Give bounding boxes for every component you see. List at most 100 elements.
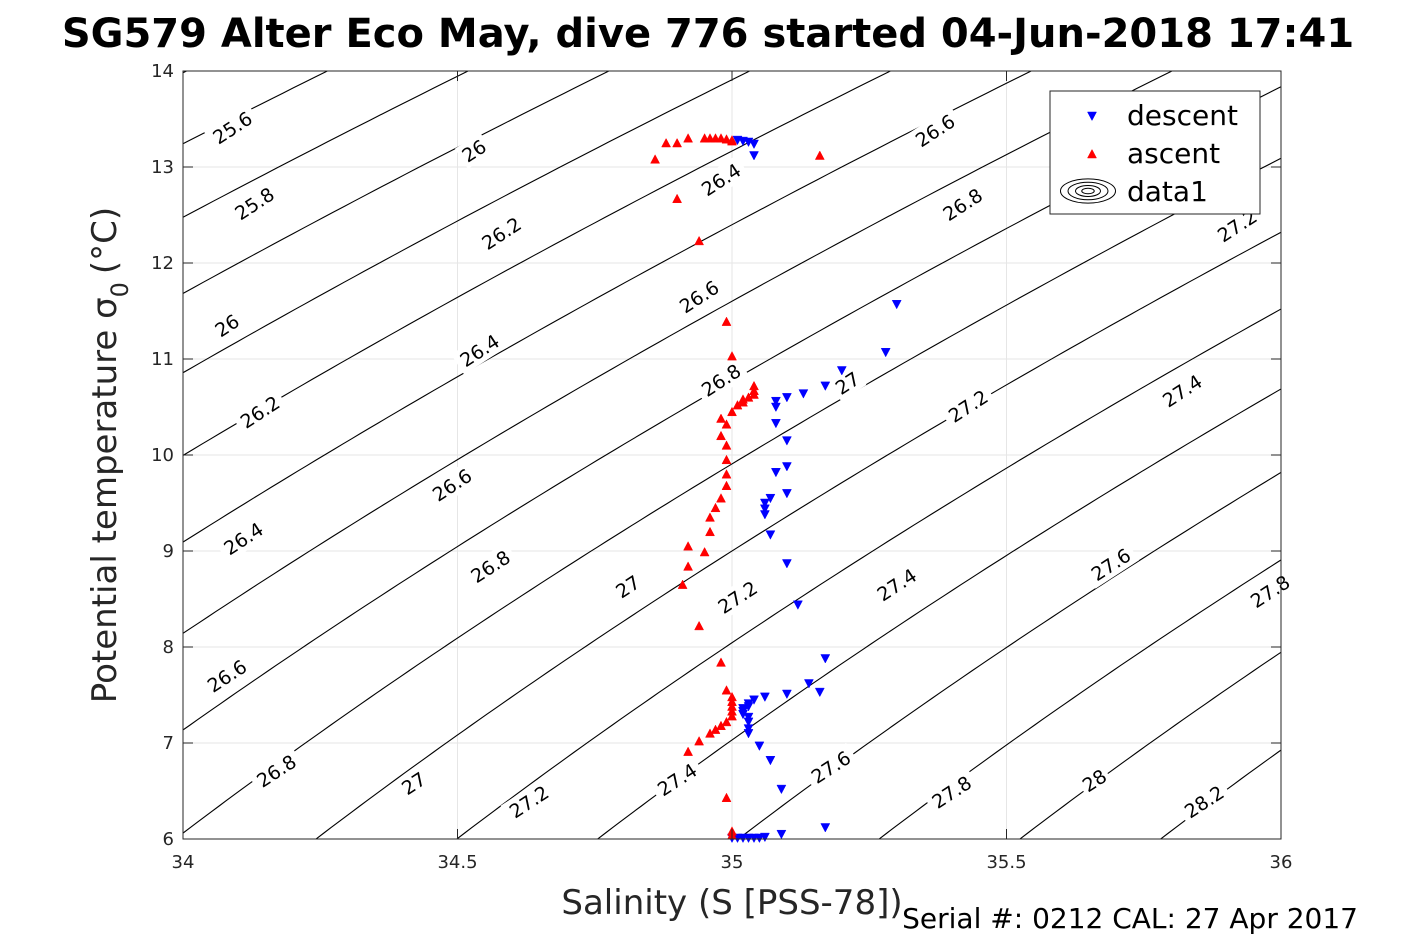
point-ascent <box>727 406 737 417</box>
point-ascent <box>727 701 737 711</box>
point-descent <box>770 419 781 429</box>
contour-line <box>183 71 1033 543</box>
point-descent <box>765 530 776 540</box>
point-descent <box>803 679 814 689</box>
point-ascent <box>683 133 694 143</box>
contour-label-bg <box>454 132 494 169</box>
x-tick-label: 34 <box>172 852 195 873</box>
contour-label-bg <box>215 514 272 563</box>
point-ascent <box>650 154 661 164</box>
contour-line <box>183 71 470 218</box>
point-ascent <box>727 691 737 702</box>
point-ascent <box>727 351 737 361</box>
contour-label-bg <box>394 765 433 802</box>
point-ascent <box>727 696 737 706</box>
point-ascent <box>721 792 732 802</box>
point-ascent <box>694 235 705 246</box>
point-ascent <box>683 561 694 571</box>
point-descent <box>738 136 748 147</box>
point-ascent <box>683 541 694 551</box>
point-descent <box>770 402 781 413</box>
point-descent <box>743 724 754 734</box>
point-descent <box>820 381 831 391</box>
axis-ticks: 34 34.5 35 35.5 36 6 7 8 9 10 11 12 13 14 <box>151 61 1292 873</box>
point-descent <box>781 393 792 403</box>
point-ascent <box>699 546 710 557</box>
point-ascent <box>716 493 726 503</box>
contour-label-bg <box>608 568 647 605</box>
y-tick-label: 9 <box>163 541 174 562</box>
point-ascent <box>749 380 759 391</box>
point-descent <box>814 687 825 698</box>
point-descent <box>765 493 776 504</box>
legend-marker-ascent <box>1087 148 1097 159</box>
point-descent <box>770 468 781 478</box>
y-axis-label-main: Potential temperature σ <box>85 297 125 703</box>
point-ascent <box>721 134 732 144</box>
x-tick-label: 34.5 <box>437 852 477 873</box>
x-axis-label: Salinity (S [PSS-78]) <box>561 883 902 923</box>
point-ascent <box>694 620 705 631</box>
contour-label-bg <box>692 355 750 405</box>
contour-label-bg <box>451 326 508 375</box>
y-axis-label-subscript: 0 <box>106 282 134 297</box>
contour-line <box>183 71 611 295</box>
contour-label-bg <box>1175 777 1233 826</box>
point-descent <box>891 300 902 310</box>
point-descent <box>759 692 770 702</box>
contour-line <box>0 23 3 887</box>
point-descent <box>765 756 776 766</box>
contour-label-bg <box>906 106 964 155</box>
point-ascent <box>716 133 726 143</box>
contour-label-bg <box>1082 540 1140 589</box>
legend-marker-contour <box>1060 178 1116 204</box>
contour-label-bg <box>709 572 766 622</box>
contour-label-bg <box>226 179 283 228</box>
point-descent <box>743 712 754 723</box>
contour-label-bg <box>423 460 481 510</box>
legend-marker-contour <box>1081 187 1095 195</box>
x-tick-label: 36 <box>1270 852 1293 873</box>
point-descent <box>781 559 792 569</box>
contour-label-bg <box>934 180 991 229</box>
point-descent <box>836 366 847 376</box>
contour-line <box>455 308 1281 839</box>
legend-marker-contour <box>1067 181 1109 201</box>
contour-label-bg <box>648 755 706 804</box>
contour-line <box>596 388 1281 839</box>
contour-line <box>1019 651 1281 839</box>
point-descent <box>754 741 765 751</box>
y-tick-label: 6 <box>163 829 174 850</box>
point-ascent <box>721 440 732 450</box>
y-tick-label: 8 <box>163 637 174 658</box>
point-descent <box>743 717 754 727</box>
point-ascent <box>672 193 683 203</box>
legend: descent ascent data1 <box>1049 90 1261 215</box>
point-descent <box>798 389 809 399</box>
y-tick-label: 10 <box>151 445 174 466</box>
y-tick-label: 7 <box>163 733 174 754</box>
y-tick-label: 11 <box>151 349 174 370</box>
point-descent <box>759 510 770 520</box>
legend-label-descent: descent <box>1127 99 1238 132</box>
contour-label-bg <box>1075 762 1114 799</box>
point-descent <box>880 348 891 358</box>
point-descent <box>776 829 787 840</box>
point-ascent <box>661 137 672 148</box>
contour-label-bg <box>923 767 980 817</box>
point-descent <box>781 436 792 446</box>
contour-label-bg <box>692 155 750 204</box>
point-ascent <box>727 711 737 721</box>
point-ascent <box>705 526 715 537</box>
point-descent <box>743 729 754 739</box>
point-descent <box>749 151 759 161</box>
contour-label-bg <box>939 381 997 431</box>
legend-label-data1: data1 <box>1127 175 1208 208</box>
point-descent <box>743 137 754 148</box>
point-descent <box>759 504 770 514</box>
footer-calibration: Serial #: 0212 CAL: 27 Apr 2017 <box>902 902 1358 935</box>
point-ascent <box>716 413 726 423</box>
point-ascent <box>721 685 732 695</box>
contour-line <box>183 157 1281 834</box>
point-ascent <box>814 150 825 160</box>
